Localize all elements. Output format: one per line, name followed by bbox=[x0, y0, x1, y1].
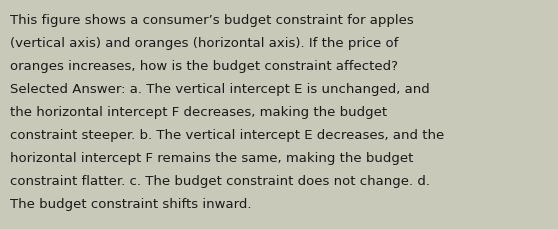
Text: This figure shows a consumer’s budget constraint for apples: This figure shows a consumer’s budget co… bbox=[10, 14, 413, 27]
Text: the horizontal intercept F decreases, making the budget: the horizontal intercept F decreases, ma… bbox=[10, 106, 387, 118]
Text: constraint steeper. b. The vertical intercept E decreases, and the: constraint steeper. b. The vertical inte… bbox=[10, 128, 444, 141]
Text: oranges increases, how is the budget constraint affected?: oranges increases, how is the budget con… bbox=[10, 60, 398, 73]
Text: The budget constraint shifts inward.: The budget constraint shifts inward. bbox=[10, 197, 252, 210]
Text: (vertical axis) and oranges (horizontal axis). If the price of: (vertical axis) and oranges (horizontal … bbox=[10, 37, 398, 50]
Text: horizontal intercept F remains the same, making the budget: horizontal intercept F remains the same,… bbox=[10, 151, 413, 164]
Text: Selected Answer: a. The vertical intercept E is unchanged, and: Selected Answer: a. The vertical interce… bbox=[10, 83, 430, 95]
Text: constraint flatter. c. The budget constraint does not change. d.: constraint flatter. c. The budget constr… bbox=[10, 174, 430, 187]
